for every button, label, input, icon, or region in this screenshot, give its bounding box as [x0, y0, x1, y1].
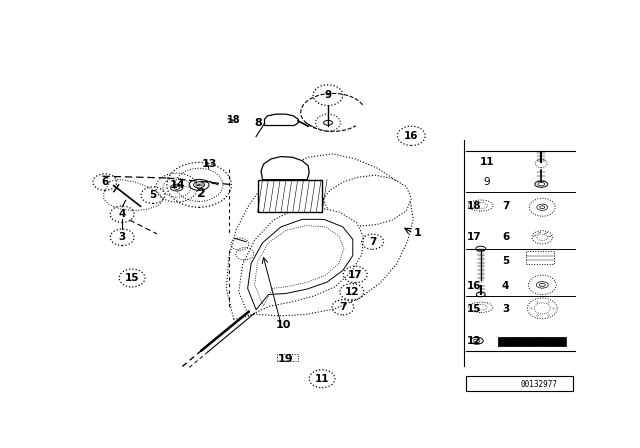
Text: 3: 3 [118, 232, 126, 242]
Text: 00132977: 00132977 [520, 380, 557, 389]
Text: 17: 17 [467, 232, 482, 242]
Text: 12: 12 [467, 336, 481, 346]
Text: 11: 11 [315, 374, 330, 384]
Text: 18: 18 [227, 115, 241, 125]
Text: 13: 13 [201, 159, 217, 169]
Text: 7: 7 [369, 237, 376, 247]
Polygon shape [239, 207, 364, 316]
Text: 12: 12 [344, 287, 359, 297]
FancyBboxPatch shape [277, 354, 298, 362]
Text: 4: 4 [118, 209, 126, 219]
Text: 18: 18 [467, 201, 481, 211]
Text: 8: 8 [255, 118, 262, 129]
Text: 5: 5 [149, 190, 157, 200]
Text: 16: 16 [467, 280, 481, 291]
Text: 4: 4 [502, 280, 509, 291]
Text: 15: 15 [125, 273, 140, 283]
Text: 11: 11 [479, 157, 494, 168]
Polygon shape [323, 175, 412, 226]
Text: 16: 16 [404, 131, 419, 141]
Text: 6: 6 [502, 232, 509, 242]
FancyBboxPatch shape [527, 251, 554, 264]
Text: 6: 6 [101, 177, 108, 187]
Text: 19: 19 [278, 354, 294, 364]
Text: 1: 1 [413, 228, 421, 238]
Text: 7: 7 [502, 201, 509, 211]
Text: 2: 2 [197, 187, 206, 200]
FancyBboxPatch shape [257, 180, 322, 212]
Text: 14: 14 [170, 180, 185, 190]
Text: 17: 17 [348, 270, 363, 280]
Polygon shape [498, 337, 566, 346]
Polygon shape [248, 220, 353, 310]
Text: 7: 7 [339, 302, 347, 312]
Polygon shape [261, 156, 309, 180]
Text: 9: 9 [483, 177, 490, 187]
Polygon shape [264, 114, 298, 125]
Text: 3: 3 [502, 304, 509, 314]
Text: 5: 5 [502, 256, 509, 266]
Text: 9: 9 [324, 90, 332, 100]
Text: 10: 10 [276, 319, 291, 330]
Text: 15: 15 [467, 304, 481, 314]
